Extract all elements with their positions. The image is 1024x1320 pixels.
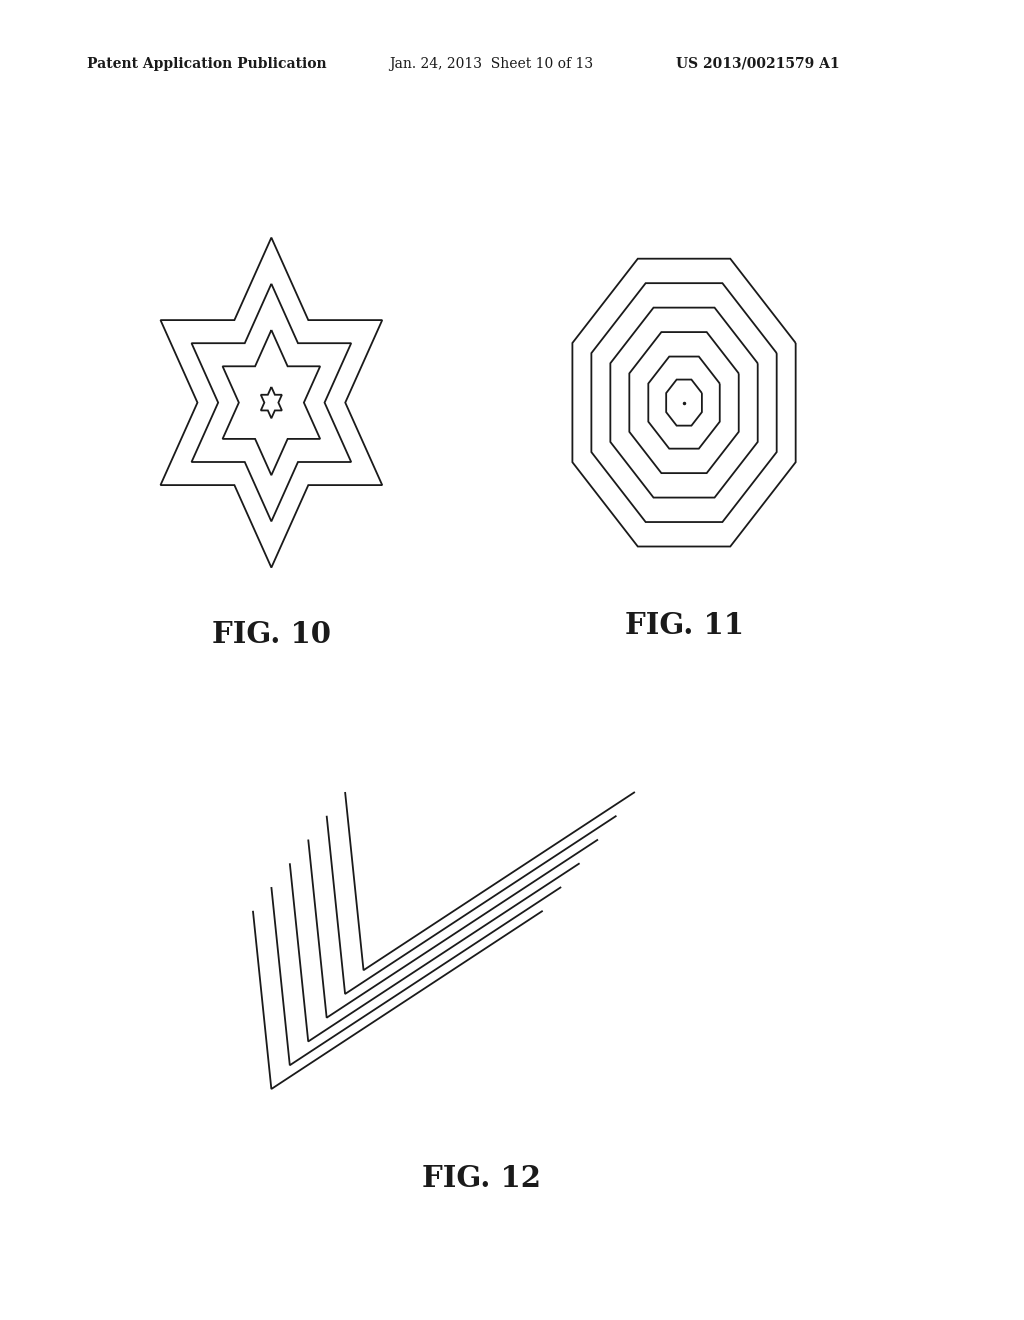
Text: FIG. 12: FIG. 12 xyxy=(422,1164,541,1193)
Text: FIG. 11: FIG. 11 xyxy=(625,611,743,640)
Text: FIG. 10: FIG. 10 xyxy=(212,620,331,649)
Text: US 2013/0021579 A1: US 2013/0021579 A1 xyxy=(676,57,840,71)
Text: Jan. 24, 2013  Sheet 10 of 13: Jan. 24, 2013 Sheet 10 of 13 xyxy=(389,57,593,71)
Text: Patent Application Publication: Patent Application Publication xyxy=(87,57,327,71)
